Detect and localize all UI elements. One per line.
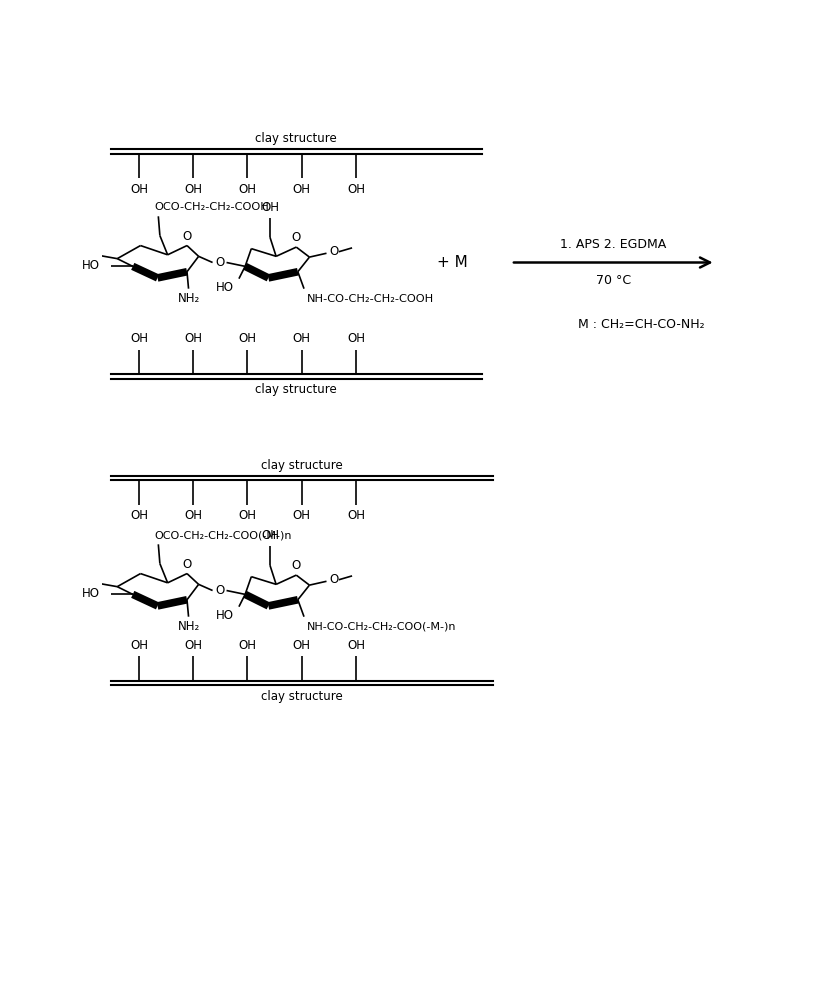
Text: OH: OH: [293, 183, 311, 196]
Text: OH: OH: [239, 332, 256, 345]
Text: NH-CO-CH₂-CH₂-COOH: NH-CO-CH₂-CH₂-COOH: [307, 293, 435, 304]
Text: OH: OH: [130, 509, 148, 522]
Text: OH: OH: [293, 639, 311, 652]
Text: OH: OH: [261, 530, 279, 543]
Text: OH: OH: [184, 183, 202, 196]
Text: OH: OH: [184, 332, 202, 345]
Text: NH₂: NH₂: [177, 292, 199, 305]
Text: OH: OH: [184, 509, 202, 522]
Text: OH: OH: [184, 639, 202, 652]
Text: OH: OH: [239, 639, 256, 652]
Text: O: O: [215, 256, 224, 269]
Text: clay structure: clay structure: [256, 383, 337, 396]
Text: O: O: [291, 560, 301, 573]
Text: OH: OH: [347, 332, 365, 345]
Text: OH: OH: [347, 509, 365, 522]
Text: HO: HO: [82, 259, 100, 272]
Text: OH: OH: [347, 639, 365, 652]
Text: M : CH₂=CH-CO-NH₂: M : CH₂=CH-CO-NH₂: [579, 318, 705, 331]
Text: HO: HO: [82, 587, 100, 600]
Text: OH: OH: [293, 332, 311, 345]
Text: OH: OH: [130, 332, 148, 345]
Text: 70 °C: 70 °C: [596, 274, 631, 287]
Text: OH: OH: [347, 183, 365, 196]
Text: OH: OH: [293, 509, 311, 522]
Text: clay structure: clay structure: [260, 690, 343, 703]
Text: NH₂: NH₂: [177, 620, 199, 633]
Text: O: O: [330, 246, 339, 258]
Text: 1. APS 2. EGDMA: 1. APS 2. EGDMA: [560, 238, 667, 250]
Text: O: O: [330, 574, 339, 586]
Text: OCO-CH₂-CH₂-COO(-M-)n: OCO-CH₂-CH₂-COO(-M-)n: [155, 530, 292, 540]
Text: OH: OH: [261, 202, 279, 215]
Text: O: O: [291, 232, 301, 245]
Text: HO: HO: [217, 281, 234, 294]
Text: clay structure: clay structure: [256, 132, 337, 145]
Text: OH: OH: [130, 639, 148, 652]
Text: HO: HO: [217, 609, 234, 622]
Text: OH: OH: [239, 183, 256, 196]
Text: clay structure: clay structure: [260, 458, 343, 471]
Text: O: O: [215, 584, 224, 597]
Text: NH-CO-CH₂-CH₂-COO(-M-)n: NH-CO-CH₂-CH₂-COO(-M-)n: [307, 621, 457, 632]
Text: OH: OH: [239, 509, 256, 522]
Text: + M: + M: [436, 255, 467, 270]
Text: O: O: [182, 558, 191, 571]
Text: O: O: [182, 230, 191, 243]
Text: OCO-CH₂-CH₂-COOH: OCO-CH₂-CH₂-COOH: [155, 202, 269, 212]
Text: OH: OH: [130, 183, 148, 196]
